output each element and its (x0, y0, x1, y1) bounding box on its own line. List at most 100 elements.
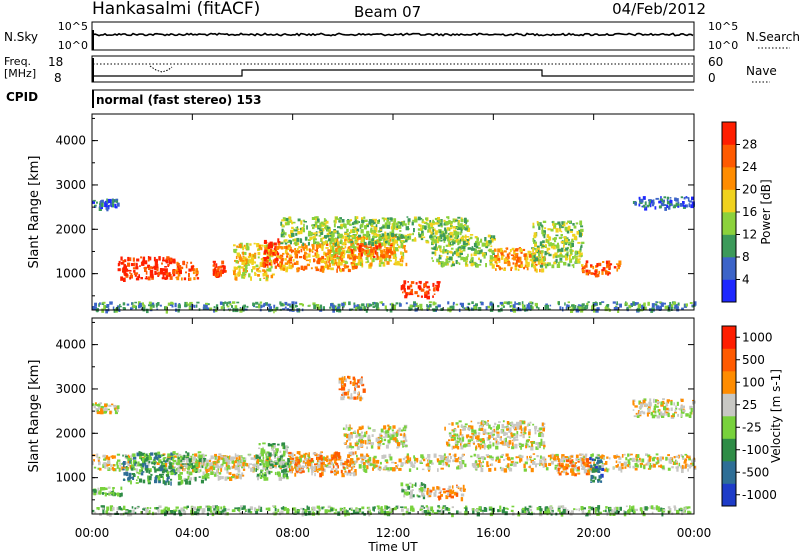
xtick-label-3: 12:00 (376, 526, 411, 540)
heatmap-region-1-1 (122, 451, 177, 486)
nsky-tick-bottom: 10^0 (58, 39, 88, 52)
heatmap-region-0-13 (92, 198, 120, 212)
ytick-label-0-2: 3000 (55, 178, 86, 192)
xtick-label-6: 00:00 (677, 526, 712, 540)
colorbar-seg-0-3 (722, 212, 736, 235)
heatmap-region-1-0 (92, 453, 697, 473)
colorbar-seg-1-2 (722, 438, 736, 462)
nave-label: Nave (746, 64, 777, 78)
nave-dip (149, 65, 173, 73)
cb-tick-label-1-0: 1000 (742, 330, 773, 344)
cb-tick-label-1-5: -100 (742, 443, 769, 457)
cb-tick-label-1-2: 100 (742, 375, 765, 389)
xtick-label-1: 04:00 (175, 526, 210, 540)
freq-label-2: [MHz] (4, 67, 36, 80)
xaxis-label: Time UT (367, 540, 418, 554)
heatmap-region-0-16 (92, 301, 697, 314)
colorbar-seg-1-4 (722, 393, 736, 417)
colorbar-seg-0-6 (722, 144, 736, 168)
nsearch-label: N.Search (746, 30, 800, 44)
colorbar-seg-1-7 (722, 326, 736, 349)
ytick-label-1-0: 1000 (55, 471, 86, 485)
freq-panel: Freq. [MHz] 18 8 60 0 Nave (4, 55, 777, 85)
cb-tick-label-1-6: -500 (742, 465, 769, 479)
heatmap-region-1-6 (342, 424, 408, 450)
colorbar-seg-0-4 (722, 189, 736, 213)
nsky-tick-right-bottom: 10^0 (708, 39, 738, 52)
ytick-label-0-1: 2000 (55, 222, 86, 236)
heatmap-region-0-8 (400, 280, 441, 300)
xtick-label-4: 16:00 (476, 526, 511, 540)
cb-tick-label-1-3: 25 (742, 398, 757, 412)
velocity-colorbar-label: Velocity [m s-1] (769, 369, 783, 463)
heatmap-region-0-7 (350, 242, 394, 260)
freq-step-line (93, 69, 693, 77)
heatmap-region-0-0 (117, 256, 176, 282)
heatmap-region-0-2 (212, 260, 227, 278)
colorbar-seg-1-6 (722, 348, 736, 372)
colorbar-frame-1 (721, 325, 737, 507)
heatmap-region-1-3 (204, 455, 245, 481)
nsky-tick-top: 10^5 (58, 20, 88, 33)
date-title: 04/Feb/2012 (612, 0, 706, 18)
heatmap-region-1-8 (426, 484, 466, 502)
heatmap-region-1-14 (338, 375, 366, 402)
xtick-label-0: 00:00 (75, 526, 110, 540)
heatmap-region-0-14 (632, 196, 695, 211)
heatmap-region-1-5 (288, 451, 357, 478)
cb-tick-label-0-2: 12 (742, 228, 757, 242)
nave-tick-top: 60 (708, 55, 723, 69)
xtick-label-5: 20:00 (576, 526, 611, 540)
cb-tick-label-0-5: 24 (742, 160, 757, 174)
nsky-panel: N.Sky 10^5 10^0 10^5 10^0 N.Search (4, 20, 800, 52)
station-title: Hankasalmi (fitACF) (92, 0, 260, 19)
power-panel: 1000 2000 3000 4000 Slant Range [km] 4 8 12 16… (27, 113, 773, 314)
nave-tick-bottom: 0 (708, 71, 716, 85)
cb-tick-label-1-1: 500 (742, 353, 765, 367)
cb-tick-label-1-7: -1000 (742, 488, 777, 502)
cb-tick-label-0-3: 16 (742, 205, 757, 219)
cb-tick-label-0-6: 28 (742, 138, 757, 152)
cb-tick-label-0-4: 20 (742, 183, 757, 197)
cpid-label: CPID (6, 90, 38, 104)
cb-tick-label-0-0: 4 (742, 273, 750, 287)
heatmap-region-1-13 (632, 398, 696, 419)
velocity-panel: 1000 2000 3000 4000 Slant Range [km] 1000 50… (27, 317, 783, 518)
nsky-tick-right-top: 10^5 (708, 20, 738, 33)
heatmap-region-0-12 (581, 260, 622, 278)
heatmap-region-0-11 (531, 220, 585, 269)
heatmap-region-1-15 (92, 505, 692, 518)
heatmap-region-1-12 (92, 402, 120, 415)
beam-title: Beam 07 (354, 3, 421, 21)
colorbar-seg-1-0 (722, 483, 736, 507)
colorbar-seg-1-1 (722, 461, 736, 484)
colorbar-seg-0-7 (722, 122, 736, 145)
ytick-label-0-0: 1000 (55, 267, 86, 281)
velocity-ylabel: Slant Range [km] (27, 360, 42, 473)
colorbar-seg-0-5 (722, 167, 736, 190)
ytick-label-1-1: 2000 (55, 426, 86, 440)
heatmap-region-1-10 (556, 455, 596, 477)
xtick-label-2: 08:00 (275, 526, 310, 540)
heatmap-region-1-11 (589, 456, 605, 483)
heatmap-region-0-1 (174, 260, 200, 281)
heatmap-region-1-7 (400, 482, 427, 500)
nsky-line (92, 32, 694, 37)
power-colorbar-label: Power [dB] (759, 179, 773, 244)
heatmap-region-1-9 (444, 420, 546, 451)
ytick-label-0-3: 4000 (55, 134, 86, 148)
freq-label-1: Freq. (4, 55, 31, 68)
cb-tick-label-1-4: -25 (742, 420, 762, 434)
power-ylabel: Slant Range [km] (27, 156, 42, 269)
colorbar-seg-0-1 (722, 257, 736, 280)
cpid-value: normal (fast stereo) 153 (96, 93, 262, 107)
freq-tick-top: 18 (48, 55, 63, 69)
cb-tick-label-0-1: 8 (742, 250, 750, 264)
heatmap-region-1-2 (174, 451, 207, 486)
heatmap-region-0-15 (280, 216, 471, 247)
nsky-label: N.Sky (4, 30, 38, 44)
heatmap-region-1-16 (92, 486, 123, 498)
colorbar-seg-1-3 (722, 416, 736, 439)
ytick-label-1-3: 4000 (55, 338, 86, 352)
ytick-label-1-2: 3000 (55, 382, 86, 396)
